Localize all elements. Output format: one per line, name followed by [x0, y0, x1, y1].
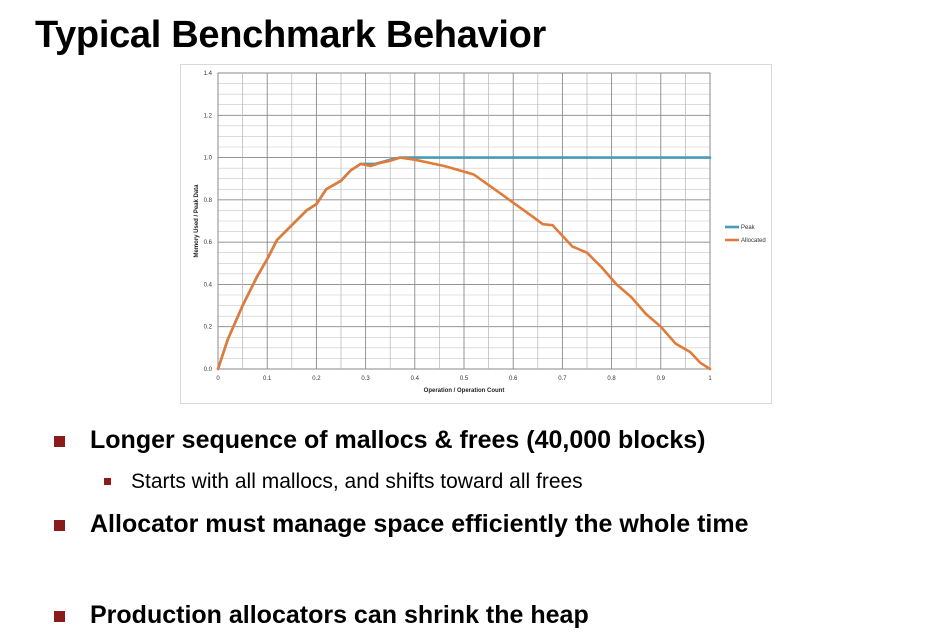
y-axis-label: Memory Used / Peak Data: [194, 184, 200, 258]
y-tick-label: 1.0: [204, 156, 213, 162]
square-bullet-icon: [54, 436, 65, 447]
x-tick-label: 0.3: [361, 376, 370, 382]
series-line-allocated: [216, 156, 712, 371]
legend-label: Peak: [741, 225, 756, 231]
bullet-text: Allocator must manage space efficiently …: [90, 510, 749, 538]
y-tick-label: 0.0: [204, 367, 213, 373]
bullet-text: Production allocators can shrink the hea…: [90, 601, 589, 629]
bullet-text: Longer sequence of mallocs & frees (40,0…: [90, 426, 706, 454]
x-tick-label: 0.2: [312, 376, 321, 382]
x-tick-label: 0: [216, 376, 220, 382]
x-axis-label: Operation / Operation Count: [424, 388, 505, 394]
y-tick-label: 0.6: [204, 240, 213, 246]
x-tick-label: 0.8: [607, 376, 616, 382]
x-tick-label: 0.1: [263, 376, 272, 382]
x-tick-label: 0.9: [657, 376, 666, 382]
y-tick-label: 1.4: [204, 71, 213, 77]
x-tick-label: 0.4: [411, 376, 420, 382]
y-tick-label: 0.8: [204, 198, 213, 204]
x-tick-label: 0.5: [460, 376, 469, 382]
legend-label: Allocated: [741, 238, 766, 244]
y-tick-label: 1.2: [204, 113, 213, 119]
benchmark-chart: 0.0 0.2 0.4 0.6 0.8 1.0 1.2 1.4 0 0.1 0.2 0.3 0.4 0.5…: [180, 64, 772, 404]
x-tick-label: 1: [708, 376, 712, 382]
x-tick-label: 0.7: [558, 376, 567, 382]
chart-canvas: 0.0 0.2 0.4 0.6 0.8 1.0 1.2 1.4 0 0.1 0.2 0.3 0.4 0.5…: [194, 71, 766, 394]
bullet-text: Starts with all mallocs, and shifts towa…: [131, 470, 583, 493]
square-bullet-icon: [54, 611, 65, 622]
y-tick-label: 0.2: [204, 325, 213, 331]
y-tick-label: 0.4: [204, 282, 213, 288]
square-bullet-icon: [104, 478, 111, 485]
x-tick-label: 0.6: [509, 376, 518, 382]
square-bullet-icon: [54, 520, 65, 531]
slide-title: Typical Benchmark Behavior: [35, 14, 547, 56]
